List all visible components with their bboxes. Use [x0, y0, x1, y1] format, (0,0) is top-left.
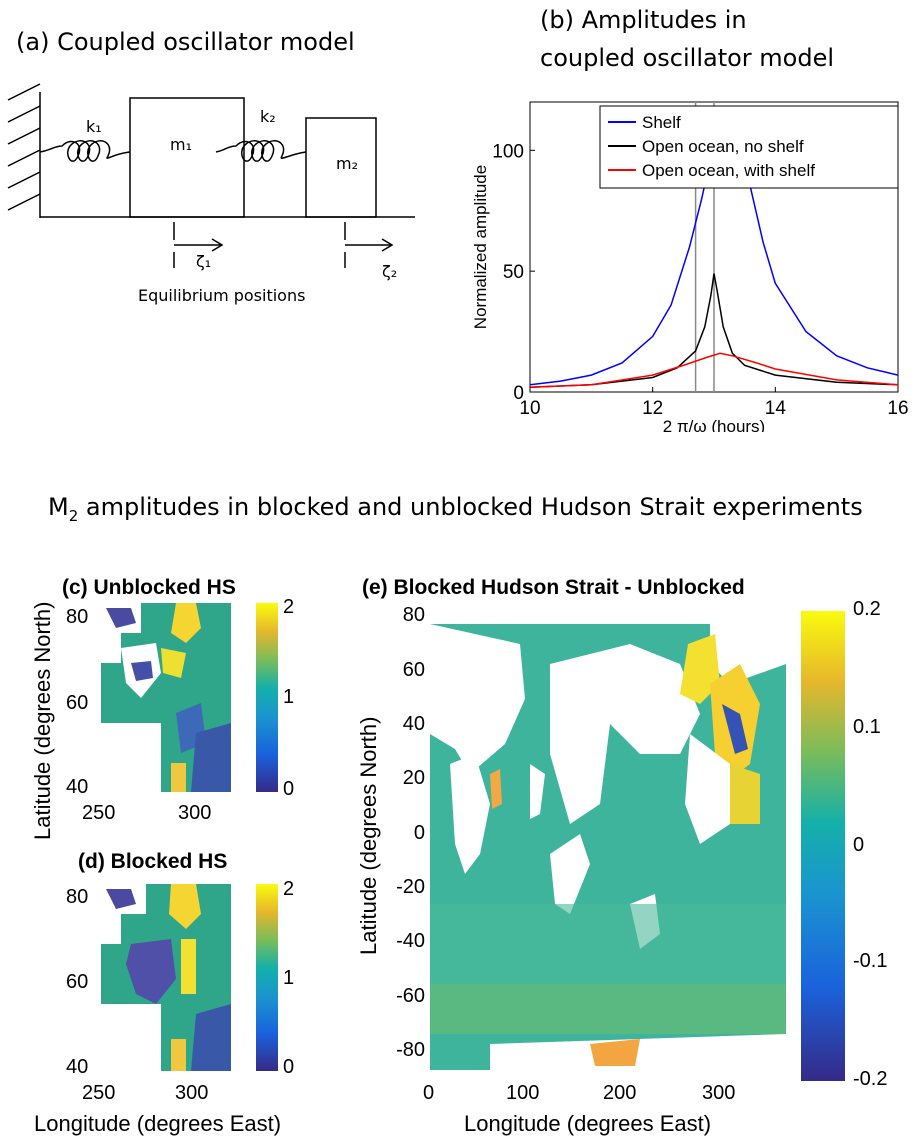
left-ylabel: Latitude (degrees North)	[30, 601, 55, 840]
map-e-ytick: 60	[402, 659, 425, 681]
x-axis-label: 2 π/ω (hours)	[663, 417, 765, 432]
m2-label: m₂	[336, 154, 358, 173]
map-c-ytick-40: 40	[66, 776, 89, 798]
map-e-xtick-0: 0	[423, 1082, 435, 1104]
map-e-ytick: -40	[396, 930, 425, 952]
map-e-yticks: 80 60 40 20 0 -20 -40 -60 -80	[385, 604, 425, 1074]
map-e-ylabel: Latitude (degrees North)	[356, 716, 381, 955]
amplitude-line-chart: 10 12 14 16 0 50 100 2 π/ω (hours) Normalized am…	[471, 101, 909, 432]
k1-label: k₁	[86, 117, 102, 136]
legend-label: Open ocean, no shelf	[642, 137, 804, 156]
mass-1-block	[129, 97, 245, 218]
mass-2-block	[305, 117, 377, 218]
map-e-ytick: 20	[402, 767, 425, 789]
map-c-ytick-60: 60	[66, 692, 89, 714]
colorbar-c	[256, 603, 278, 792]
map-c-xtick-300: 300	[178, 802, 212, 824]
panel-b-title-line2: coupled oscillator model	[540, 44, 835, 72]
map-e-ytick: -20	[396, 876, 425, 898]
map-d-ytick-60: 60	[66, 971, 89, 993]
map-d-ytick-40: 40	[66, 1056, 89, 1078]
x-tick-label: 16	[887, 398, 908, 419]
map-e-xtick-200: 200	[603, 1082, 637, 1104]
x-tick-label: 10	[519, 398, 540, 419]
series-line	[529, 273, 899, 388]
panel-c-title: (c) Unblocked HS	[62, 576, 236, 599]
legend-label: Open ocean, with shelf	[642, 161, 815, 180]
map-unblocked-hs	[101, 603, 231, 792]
legend-label: Shelf	[642, 113, 681, 132]
m1-label: m₁	[170, 135, 192, 154]
y-tick-label: 0	[513, 383, 524, 404]
x-tick-label: 14	[765, 398, 787, 419]
map-e-ytick: 0	[413, 822, 425, 844]
map-d-ytick-80: 80	[66, 886, 89, 908]
x-tick-label: 12	[642, 398, 663, 419]
y-axis-label: Normalized amplitude	[471, 165, 490, 329]
colorbar-d	[256, 884, 278, 1071]
cbar-c-tick-1: 1	[283, 686, 295, 708]
cbar-c-tick-0: 0	[283, 778, 295, 800]
panel-e-title: (e) Blocked Hudson Strait - Unblocked	[362, 576, 745, 599]
cbar-e-tick-0: 0	[853, 834, 865, 856]
map-e-xtick-100: 100	[506, 1082, 540, 1104]
panel-d-title: (d) Blocked HS	[78, 850, 228, 873]
cbar-e-tick-m0.1: -0.1	[853, 950, 888, 972]
zeta2-label: ζ₂	[382, 262, 398, 281]
k2-label: k₂	[260, 107, 276, 126]
oscillator-diagram	[7, 83, 415, 268]
equilibrium-caption: Equilibrium positions	[138, 286, 306, 305]
map-c-ytick-80: 80	[66, 606, 89, 628]
cbar-c-tick-2: 2	[283, 596, 295, 618]
panel-a-title: (a) Coupled oscillator model	[16, 28, 355, 56]
cbar-e-tick-m0.2: -0.2	[853, 1068, 888, 1090]
map-d-xtick-250: 250	[82, 1082, 116, 1104]
series-line	[529, 352, 899, 388]
map-global-difference	[430, 604, 786, 1070]
map-c-xtick-250: 250	[82, 802, 116, 824]
map-e-ytick: 40	[402, 713, 425, 735]
map-e-ytick: -80	[396, 1039, 425, 1061]
section-title-rest: amplitudes in blocked and unblocked Huds…	[78, 493, 863, 521]
panel-b-title-line1: (b) Amplitudes in	[540, 6, 747, 34]
zeta1-label: ζ₁	[196, 252, 212, 271]
colorbar-e	[801, 611, 845, 1081]
y-tick-label: 50	[503, 262, 524, 283]
cbar-d-tick-1: 1	[283, 967, 295, 989]
spring-2	[215, 140, 307, 162]
map-d-xtick-300: 300	[175, 1082, 209, 1104]
cbar-d-tick-2: 2	[283, 878, 295, 900]
map-e-ytick: -60	[396, 985, 425, 1007]
cbar-e-tick-0.1: 0.1	[853, 716, 881, 738]
section-title-sub: 2	[68, 506, 79, 525]
section-title-m: M	[48, 493, 69, 521]
section-title: M2 amplitudes in blocked and unblocked H…	[48, 493, 863, 525]
map-e-xlabel: Longitude (degrees East)	[464, 1111, 712, 1136]
cbar-e-tick-0.2: 0.2	[853, 598, 881, 620]
y-tick-label: 100	[492, 141, 524, 162]
map-blocked-hs	[101, 884, 231, 1071]
left-xlabel: Longitude (degrees East)	[34, 1111, 282, 1136]
cbar-d-tick-0: 0	[283, 1056, 295, 1078]
map-e-ytick: 80	[402, 604, 425, 626]
map-e-xtick-300: 300	[702, 1082, 736, 1104]
spring-1	[39, 140, 131, 162]
legend-box	[599, 105, 899, 189]
